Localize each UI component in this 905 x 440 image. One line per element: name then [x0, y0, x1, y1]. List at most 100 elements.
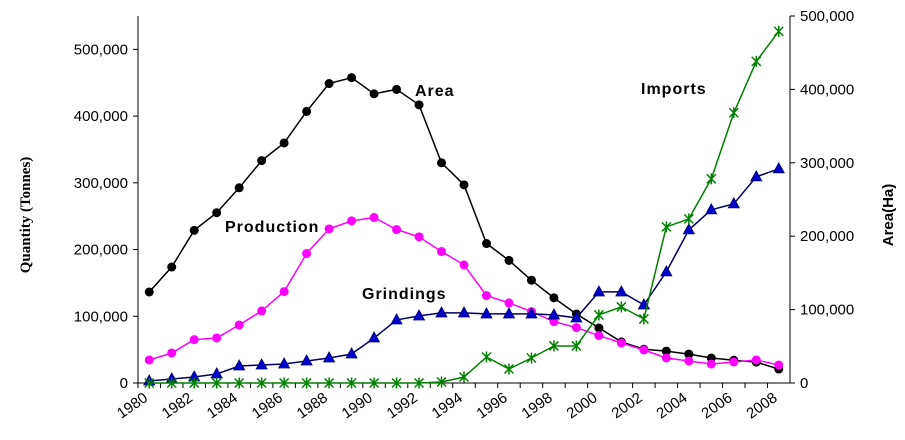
point	[705, 203, 718, 215]
point	[167, 262, 177, 272]
x-tick-label: 2000	[564, 389, 601, 422]
y-tick-label: 200,000	[74, 242, 128, 259]
point	[594, 331, 604, 341]
point	[369, 89, 379, 99]
point	[144, 377, 155, 389]
x-tick-label: 2008	[743, 389, 780, 422]
point	[300, 354, 313, 366]
point	[661, 221, 672, 233]
point	[232, 359, 246, 371]
point	[751, 55, 762, 67]
point	[481, 291, 491, 301]
point	[412, 309, 426, 321]
point	[684, 356, 694, 366]
point	[435, 306, 448, 318]
point	[661, 353, 671, 363]
point	[549, 317, 559, 327]
x-tick-label: 2004	[653, 389, 690, 422]
point	[684, 349, 694, 359]
y-axis-title: Quantity (Tonnes)	[18, 157, 34, 274]
series-line	[149, 168, 780, 382]
point	[682, 223, 696, 235]
point	[255, 358, 268, 370]
point	[616, 301, 627, 313]
point	[774, 360, 784, 370]
y2-tick-label: 400,000	[800, 81, 854, 98]
series-label: Imports	[641, 81, 707, 98]
point	[369, 213, 379, 223]
point	[234, 320, 244, 330]
point	[706, 359, 716, 369]
point	[144, 287, 154, 297]
point	[324, 79, 334, 89]
y2-axis-title: Area(Ha)	[880, 184, 897, 247]
point	[437, 247, 447, 257]
point	[211, 377, 222, 389]
point	[391, 377, 402, 389]
point	[570, 311, 583, 323]
point	[660, 265, 673, 277]
point	[751, 355, 761, 365]
point	[549, 293, 559, 303]
y2-tick-label: 300,000	[800, 155, 854, 172]
point	[346, 377, 357, 389]
point	[502, 307, 516, 319]
point	[616, 338, 626, 348]
point	[302, 249, 312, 259]
point	[189, 225, 199, 235]
point	[234, 377, 245, 389]
y2-tick-label: 200,000	[800, 228, 854, 245]
point	[593, 309, 604, 321]
point	[437, 158, 447, 168]
point	[257, 156, 267, 166]
point	[594, 323, 604, 333]
x-tick-label: 1980	[114, 389, 151, 422]
point	[189, 335, 199, 345]
point	[547, 308, 561, 320]
y-tick-label: 100,000	[74, 308, 128, 325]
point	[301, 377, 312, 389]
point	[347, 216, 357, 226]
point	[277, 357, 291, 369]
x-tick-label: 1992	[384, 389, 421, 422]
x-tick-label: 1986	[249, 389, 286, 422]
point	[392, 225, 402, 235]
point	[459, 260, 469, 270]
x-tick-label: 1990	[339, 389, 376, 422]
point	[367, 331, 381, 343]
y2-tick-label: 0	[800, 375, 808, 392]
point	[548, 340, 559, 352]
series-label: Grindings	[362, 286, 447, 303]
point	[189, 377, 200, 389]
point	[683, 213, 694, 225]
point	[392, 84, 402, 94]
point	[324, 224, 334, 234]
point	[457, 306, 471, 318]
point	[480, 307, 493, 319]
point	[257, 306, 267, 316]
point	[256, 377, 267, 389]
point	[345, 347, 358, 359]
point	[279, 287, 289, 297]
point	[279, 377, 290, 389]
point	[526, 352, 537, 364]
point	[167, 348, 177, 358]
x-tick-label: 1988	[294, 389, 331, 422]
x-tick-label: 2002	[609, 389, 646, 422]
point	[144, 355, 154, 365]
x-tick-label: 1996	[474, 389, 511, 422]
point	[639, 345, 649, 355]
point	[390, 313, 403, 325]
y-tick-label: 300,000	[74, 175, 128, 192]
point	[234, 183, 244, 193]
point	[459, 180, 469, 190]
point	[347, 73, 357, 83]
point	[212, 333, 222, 343]
point	[481, 351, 492, 363]
point	[571, 323, 581, 333]
y2-tick-label: 500,000	[800, 8, 854, 25]
y-tick-label: 400,000	[74, 108, 128, 125]
point	[772, 161, 785, 174]
point	[369, 377, 380, 389]
